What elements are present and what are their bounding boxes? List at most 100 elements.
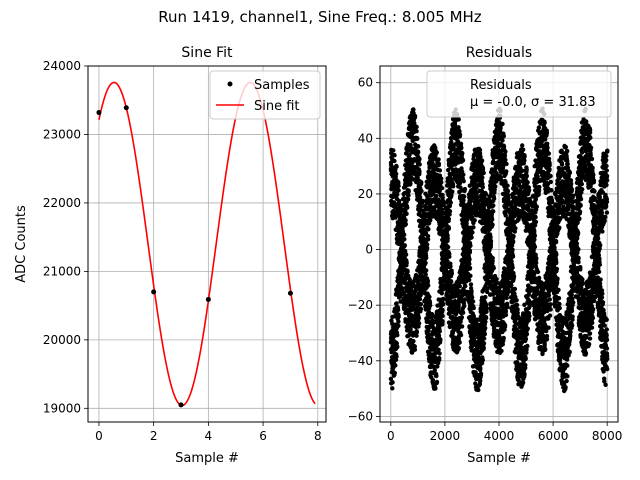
residual-point bbox=[451, 146, 456, 151]
residual-point bbox=[426, 328, 431, 333]
residual-point bbox=[474, 191, 479, 196]
residual-point bbox=[396, 183, 401, 189]
residual-point bbox=[547, 167, 552, 172]
residual-point bbox=[394, 301, 399, 306]
legend-samples-label: Samples bbox=[254, 78, 310, 93]
residual-point bbox=[522, 158, 527, 163]
residual-point bbox=[426, 319, 432, 325]
residual-point bbox=[408, 327, 413, 332]
residual-point bbox=[534, 204, 539, 209]
residual-point bbox=[403, 218, 408, 223]
residual-point bbox=[463, 283, 468, 289]
residual-point bbox=[392, 153, 397, 158]
residual-point bbox=[408, 181, 413, 186]
residual-point bbox=[535, 269, 541, 275]
residual-point bbox=[420, 198, 425, 203]
residual-point bbox=[455, 139, 461, 144]
residual-point bbox=[419, 188, 424, 194]
residual-point bbox=[461, 202, 467, 207]
residual-point bbox=[403, 222, 408, 227]
residual-point bbox=[522, 154, 527, 159]
residual-point bbox=[488, 239, 494, 244]
residual-point bbox=[532, 223, 538, 228]
residual-point bbox=[468, 314, 473, 319]
residual-point bbox=[415, 136, 420, 141]
residual-point bbox=[510, 254, 516, 259]
sine-fit-legend: Samples Sine fit bbox=[209, 70, 321, 120]
residual-point bbox=[392, 158, 397, 164]
residual-point bbox=[484, 309, 489, 314]
sine-fit-xtick-label: 8 bbox=[314, 429, 322, 443]
residual-point bbox=[482, 332, 487, 337]
residual-point bbox=[533, 219, 539, 225]
residual-point bbox=[449, 192, 454, 198]
residual-point bbox=[412, 113, 418, 119]
sample-point bbox=[151, 289, 157, 295]
residual-point bbox=[488, 243, 493, 248]
residual-point bbox=[439, 176, 444, 181]
residual-point bbox=[415, 150, 421, 155]
residual-point bbox=[483, 319, 488, 324]
residual-point bbox=[412, 344, 417, 349]
residual-point bbox=[404, 260, 409, 265]
residual-point bbox=[419, 180, 424, 185]
residual-point bbox=[544, 130, 550, 136]
residual-point bbox=[491, 203, 496, 208]
sine-fit-curve bbox=[98, 81, 316, 407]
residual-point bbox=[478, 371, 484, 376]
residual-point bbox=[405, 269, 410, 274]
residual-point bbox=[490, 217, 495, 222]
residual-point bbox=[405, 197, 411, 202]
residual-point bbox=[533, 252, 538, 257]
residual-point bbox=[520, 143, 525, 148]
residual-point bbox=[396, 188, 401, 193]
residual-point bbox=[438, 337, 443, 342]
residual-point bbox=[476, 165, 481, 170]
residual-point bbox=[467, 248, 473, 253]
residual-point bbox=[451, 184, 456, 189]
residual-point bbox=[478, 378, 483, 383]
residual-point bbox=[418, 204, 424, 209]
residual-point bbox=[403, 252, 409, 257]
residual-point bbox=[468, 282, 474, 287]
residual-point bbox=[469, 295, 475, 300]
residual-point bbox=[402, 237, 407, 242]
figure-suptitle: Run 1419, channel1, Sine Freq.: 8.005 MH… bbox=[158, 8, 482, 26]
residual-point bbox=[439, 180, 444, 185]
residual-point bbox=[524, 173, 529, 179]
residual-point bbox=[546, 151, 551, 156]
residual-point bbox=[460, 310, 466, 315]
residual-point bbox=[394, 171, 399, 177]
residual-point bbox=[520, 147, 526, 152]
residual-point bbox=[388, 376, 394, 382]
residual-point bbox=[441, 296, 446, 302]
residual-point bbox=[427, 359, 432, 364]
residual-point bbox=[429, 313, 435, 318]
sine-fit-ylabel: ADC Counts bbox=[14, 205, 29, 283]
residual-point bbox=[434, 379, 440, 385]
residual-point bbox=[412, 347, 418, 352]
residual-point bbox=[477, 147, 483, 153]
residual-point bbox=[513, 294, 518, 299]
residual-point bbox=[467, 261, 472, 267]
residual-point bbox=[425, 237, 431, 242]
residual-point bbox=[548, 302, 553, 307]
residual-point bbox=[549, 199, 555, 205]
residual-point bbox=[488, 234, 493, 240]
residual-point bbox=[479, 158, 485, 163]
residual-point bbox=[554, 252, 559, 257]
residual-point bbox=[467, 265, 473, 271]
residual-point bbox=[505, 304, 510, 310]
residual-point bbox=[396, 319, 401, 324]
residual-point bbox=[473, 370, 478, 375]
residual-point bbox=[439, 185, 445, 191]
sine-fit-xtick-label: 2 bbox=[150, 429, 158, 443]
residual-point bbox=[458, 332, 464, 338]
residual-point bbox=[503, 309, 508, 314]
sine-fit-ytick-label: 21000 bbox=[43, 264, 81, 278]
residual-point bbox=[440, 313, 445, 319]
residual-point bbox=[436, 163, 441, 168]
residual-point bbox=[436, 157, 441, 162]
residual-point bbox=[484, 286, 490, 291]
